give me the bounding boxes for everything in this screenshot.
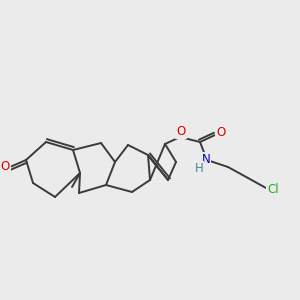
- Text: O: O: [216, 125, 226, 139]
- Text: O: O: [0, 160, 10, 173]
- Text: N: N: [202, 154, 210, 166]
- Text: O: O: [176, 124, 186, 137]
- Text: Cl: Cl: [267, 184, 279, 196]
- Text: H: H: [195, 163, 203, 176]
